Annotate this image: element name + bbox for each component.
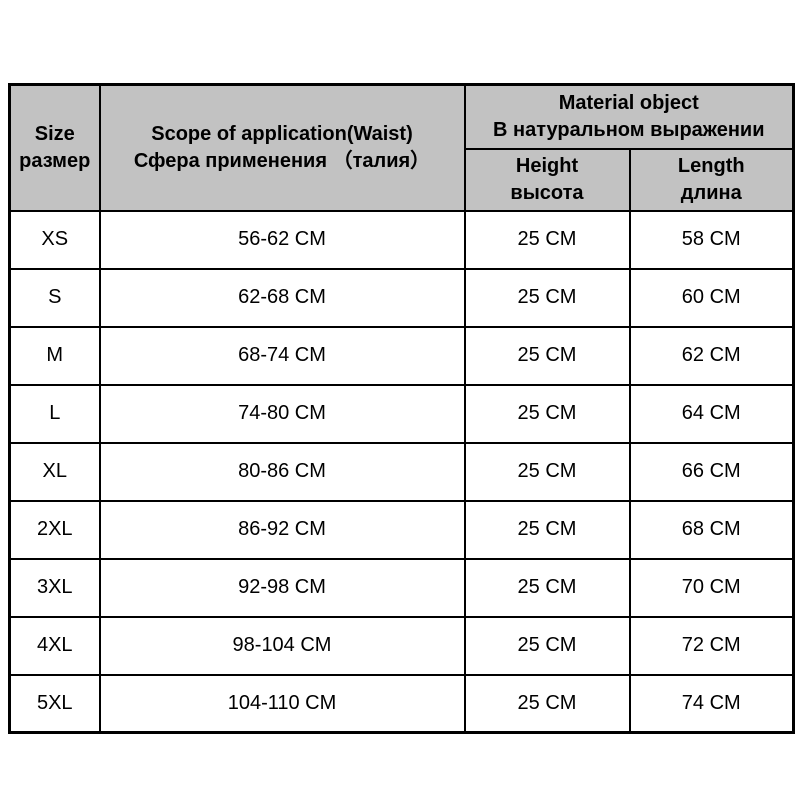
size-cell: XL xyxy=(8,441,101,502)
table-header: Size размер Scope of application(Waist) … xyxy=(8,83,795,212)
length-cell: 60 CM xyxy=(628,267,795,328)
header-scope-en: Scope of application(Waist) xyxy=(151,123,413,146)
size-cell: 4XL xyxy=(8,615,101,676)
length-cell: 66 CM xyxy=(628,441,795,502)
length-cell: 62 CM xyxy=(628,325,795,386)
waist-cell: 92-98 CM xyxy=(98,557,466,618)
waist-cell: 80-86 CM xyxy=(98,441,466,502)
header-material-en: Material object xyxy=(558,92,699,115)
table-row: XS 56-62 CM 25 CM 58 CM xyxy=(8,209,795,270)
table-row: 2XL 86-92 CM 25 CM 68 CM xyxy=(8,499,795,560)
waist-cell: 68-74 CM xyxy=(98,325,466,386)
table-body: XS 56-62 CM 25 CM 58 CM S 62-68 CM 25 CM… xyxy=(8,209,795,734)
header-length-ru: длина xyxy=(680,181,742,204)
waist-cell: 62-68 CM xyxy=(98,267,466,328)
size-cell: S xyxy=(8,267,101,328)
header-height-en: Height xyxy=(515,155,579,178)
size-cell: 5XL xyxy=(8,673,101,734)
size-cell: 2XL xyxy=(8,499,101,560)
header-size-en: Size xyxy=(34,123,75,146)
header-scope: Scope of application(Waist) Сфера примен… xyxy=(98,83,466,212)
length-cell: 64 CM xyxy=(628,383,795,444)
size-cell: M xyxy=(8,325,101,386)
waist-cell: 98-104 CM xyxy=(98,615,466,676)
table-row: M 68-74 CM 25 CM 62 CM xyxy=(8,325,795,386)
size-chart-table: Size размер Scope of application(Waist) … xyxy=(8,83,796,734)
height-cell: 25 CM xyxy=(463,267,631,328)
height-cell: 25 CM xyxy=(463,209,631,270)
header-size-ru: размер xyxy=(19,149,91,172)
waist-cell: 104-110 CM xyxy=(98,673,466,734)
waist-cell: 86-92 CM xyxy=(98,499,466,560)
length-cell: 74 CM xyxy=(628,673,795,734)
header-length-en: Length xyxy=(677,155,745,178)
length-cell: 70 CM xyxy=(628,557,795,618)
header-length: Length длина xyxy=(628,147,795,212)
table-row: L 74-80 CM 25 CM 64 CM xyxy=(8,383,795,444)
length-cell: 68 CM xyxy=(628,499,795,560)
length-cell: 72 CM xyxy=(628,615,795,676)
height-cell: 25 CM xyxy=(463,615,631,676)
table-row: 4XL 98-104 CM 25 CM 72 CM xyxy=(8,615,795,676)
size-cell: 3XL xyxy=(8,557,101,618)
size-cell: XS xyxy=(8,209,101,270)
size-cell: L xyxy=(8,383,101,444)
height-cell: 25 CM xyxy=(463,325,631,386)
height-cell: 25 CM xyxy=(463,441,631,502)
header-material-ru: В натуральном выражении xyxy=(493,118,765,141)
waist-cell: 74-80 CM xyxy=(98,383,466,444)
length-cell: 58 CM xyxy=(628,209,795,270)
table-row: S 62-68 CM 25 CM 60 CM xyxy=(8,267,795,328)
table-row: 5XL 104-110 CM 25 CM 74 CM xyxy=(8,673,795,734)
header-material-object: Material object В натуральном выражении xyxy=(463,83,795,150)
height-cell: 25 CM xyxy=(463,499,631,560)
height-cell: 25 CM xyxy=(463,557,631,618)
table-row: 3XL 92-98 CM 25 CM 70 CM xyxy=(8,557,795,618)
header-scope-ru: Сфера применения （талия） xyxy=(133,149,431,172)
header-height: Height высота xyxy=(463,147,631,212)
header-height-ru: высота xyxy=(510,181,584,204)
height-cell: 25 CM xyxy=(463,673,631,734)
header-size: Size размер xyxy=(8,83,101,212)
waist-cell: 56-62 CM xyxy=(98,209,466,270)
table-row: XL 80-86 CM 25 CM 66 CM xyxy=(8,441,795,502)
height-cell: 25 CM xyxy=(463,383,631,444)
